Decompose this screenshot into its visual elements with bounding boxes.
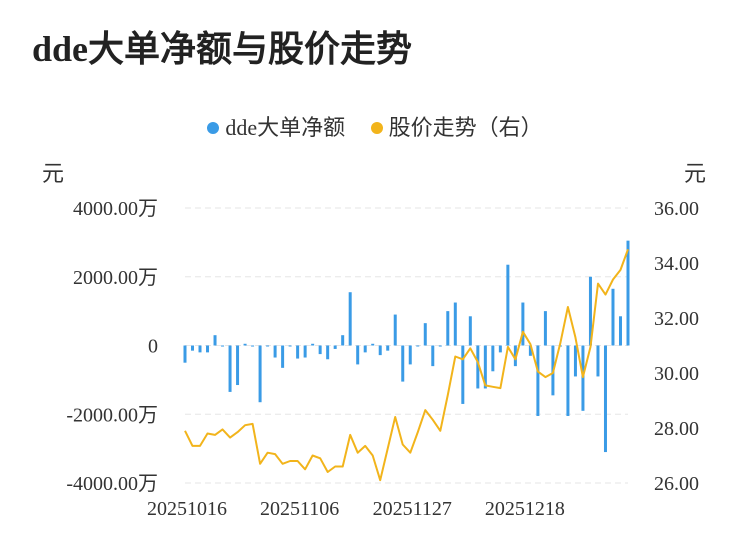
dde-bar xyxy=(333,345,337,349)
left-axis-unit: 元 xyxy=(42,161,65,186)
dde-bar xyxy=(498,345,502,353)
dde-bar xyxy=(416,345,420,347)
dde-bar xyxy=(408,345,412,365)
legend-item-price[interactable]: 股价走势（右） xyxy=(370,110,543,142)
dde-bar xyxy=(303,345,307,358)
x-axis-tick-label: 20251127 xyxy=(373,498,452,520)
dde-bar xyxy=(543,311,547,346)
left-axis-tick-label: 4000.00万 xyxy=(73,198,158,220)
dde-bar xyxy=(483,345,487,389)
dde-bar xyxy=(581,345,585,411)
dde-bar xyxy=(281,345,285,368)
right-axis-unit: 元 xyxy=(684,161,707,186)
x-axis-tick-label: 20251016 xyxy=(147,498,227,520)
dde-bar xyxy=(221,345,225,347)
dde-bar xyxy=(318,345,322,355)
dde-bar xyxy=(378,345,382,356)
right-axis-tick-label: 28.00 xyxy=(654,418,699,440)
dde-bar xyxy=(273,345,277,358)
dde-bar xyxy=(183,345,187,363)
dde-bar xyxy=(363,345,367,353)
dde-bar xyxy=(393,314,397,346)
dde-bar xyxy=(213,335,217,346)
x-axis-tick-label: 20251218 xyxy=(485,498,565,520)
dde-bar xyxy=(453,302,457,346)
left-axis-tick-label: -4000.00万 xyxy=(66,473,158,495)
dde-bar xyxy=(573,345,577,377)
dde-bar xyxy=(243,343,247,346)
dde-bar xyxy=(468,316,472,346)
dde-bar xyxy=(566,345,570,416)
chart-title: dde大单净额与股价走势 xyxy=(32,29,413,69)
left-axis-tick-label: 2000.00万 xyxy=(73,267,158,289)
dde-bar xyxy=(206,345,210,353)
right-axis-tick-label: 26.00 xyxy=(654,473,699,495)
dde-bar xyxy=(588,276,592,346)
legend-dot-dde xyxy=(207,121,220,134)
dde-bar xyxy=(356,345,360,365)
right-axis-tick-label: 30.00 xyxy=(654,363,699,385)
right-axis-tick-label: 36.00 xyxy=(654,198,699,220)
dde-bar xyxy=(506,264,510,346)
dde-bar xyxy=(266,345,270,347)
dde-bar xyxy=(626,240,630,346)
dde-bar xyxy=(236,345,240,386)
dde-bar xyxy=(536,345,540,416)
dde-bar xyxy=(446,311,450,346)
dde-bar xyxy=(528,345,532,356)
dde-bar xyxy=(618,316,622,346)
legend-item-dde[interactable]: dde大单净额 xyxy=(207,110,345,142)
dde-bar xyxy=(311,343,315,346)
dde-bar xyxy=(288,345,292,347)
dde-bar xyxy=(596,345,600,377)
dde-bar xyxy=(431,345,435,367)
legend-dot-price xyxy=(370,121,383,134)
dde-bar xyxy=(296,345,300,359)
dde-bar xyxy=(386,345,390,351)
x-axis-tick-label: 20251106 xyxy=(260,498,339,520)
dde-bar xyxy=(476,345,480,389)
dde-bar xyxy=(371,343,375,346)
legend-label-dde: dde大单净额 xyxy=(225,115,346,140)
dde-bar xyxy=(423,323,427,346)
dde-bar xyxy=(461,345,465,404)
dde-bar xyxy=(611,288,615,346)
dde-bar xyxy=(438,345,442,347)
dde-bar xyxy=(491,345,495,372)
dde-bar xyxy=(251,345,255,347)
dde-bar xyxy=(228,345,232,392)
legend-label-price: 股价走势（右） xyxy=(388,115,543,140)
dde-bar xyxy=(326,345,330,360)
legend: dde大单净额 股价走势（右） xyxy=(0,110,750,142)
dde-bar xyxy=(198,345,202,353)
left-axis-tick-label: -2000.00万 xyxy=(66,404,158,426)
dde-bar xyxy=(348,292,352,346)
right-axis-tick-label: 34.00 xyxy=(654,253,699,275)
dde-bar xyxy=(258,345,262,403)
dde-bar xyxy=(341,335,345,346)
price-line xyxy=(184,248,629,482)
left-axis-tick-label: 0 xyxy=(148,336,158,358)
dde-bar xyxy=(603,345,607,453)
right-axis-tick-label: 32.00 xyxy=(654,308,699,330)
dde-bar xyxy=(521,302,525,346)
dde-bar xyxy=(401,345,405,382)
dde-bar xyxy=(191,345,195,351)
